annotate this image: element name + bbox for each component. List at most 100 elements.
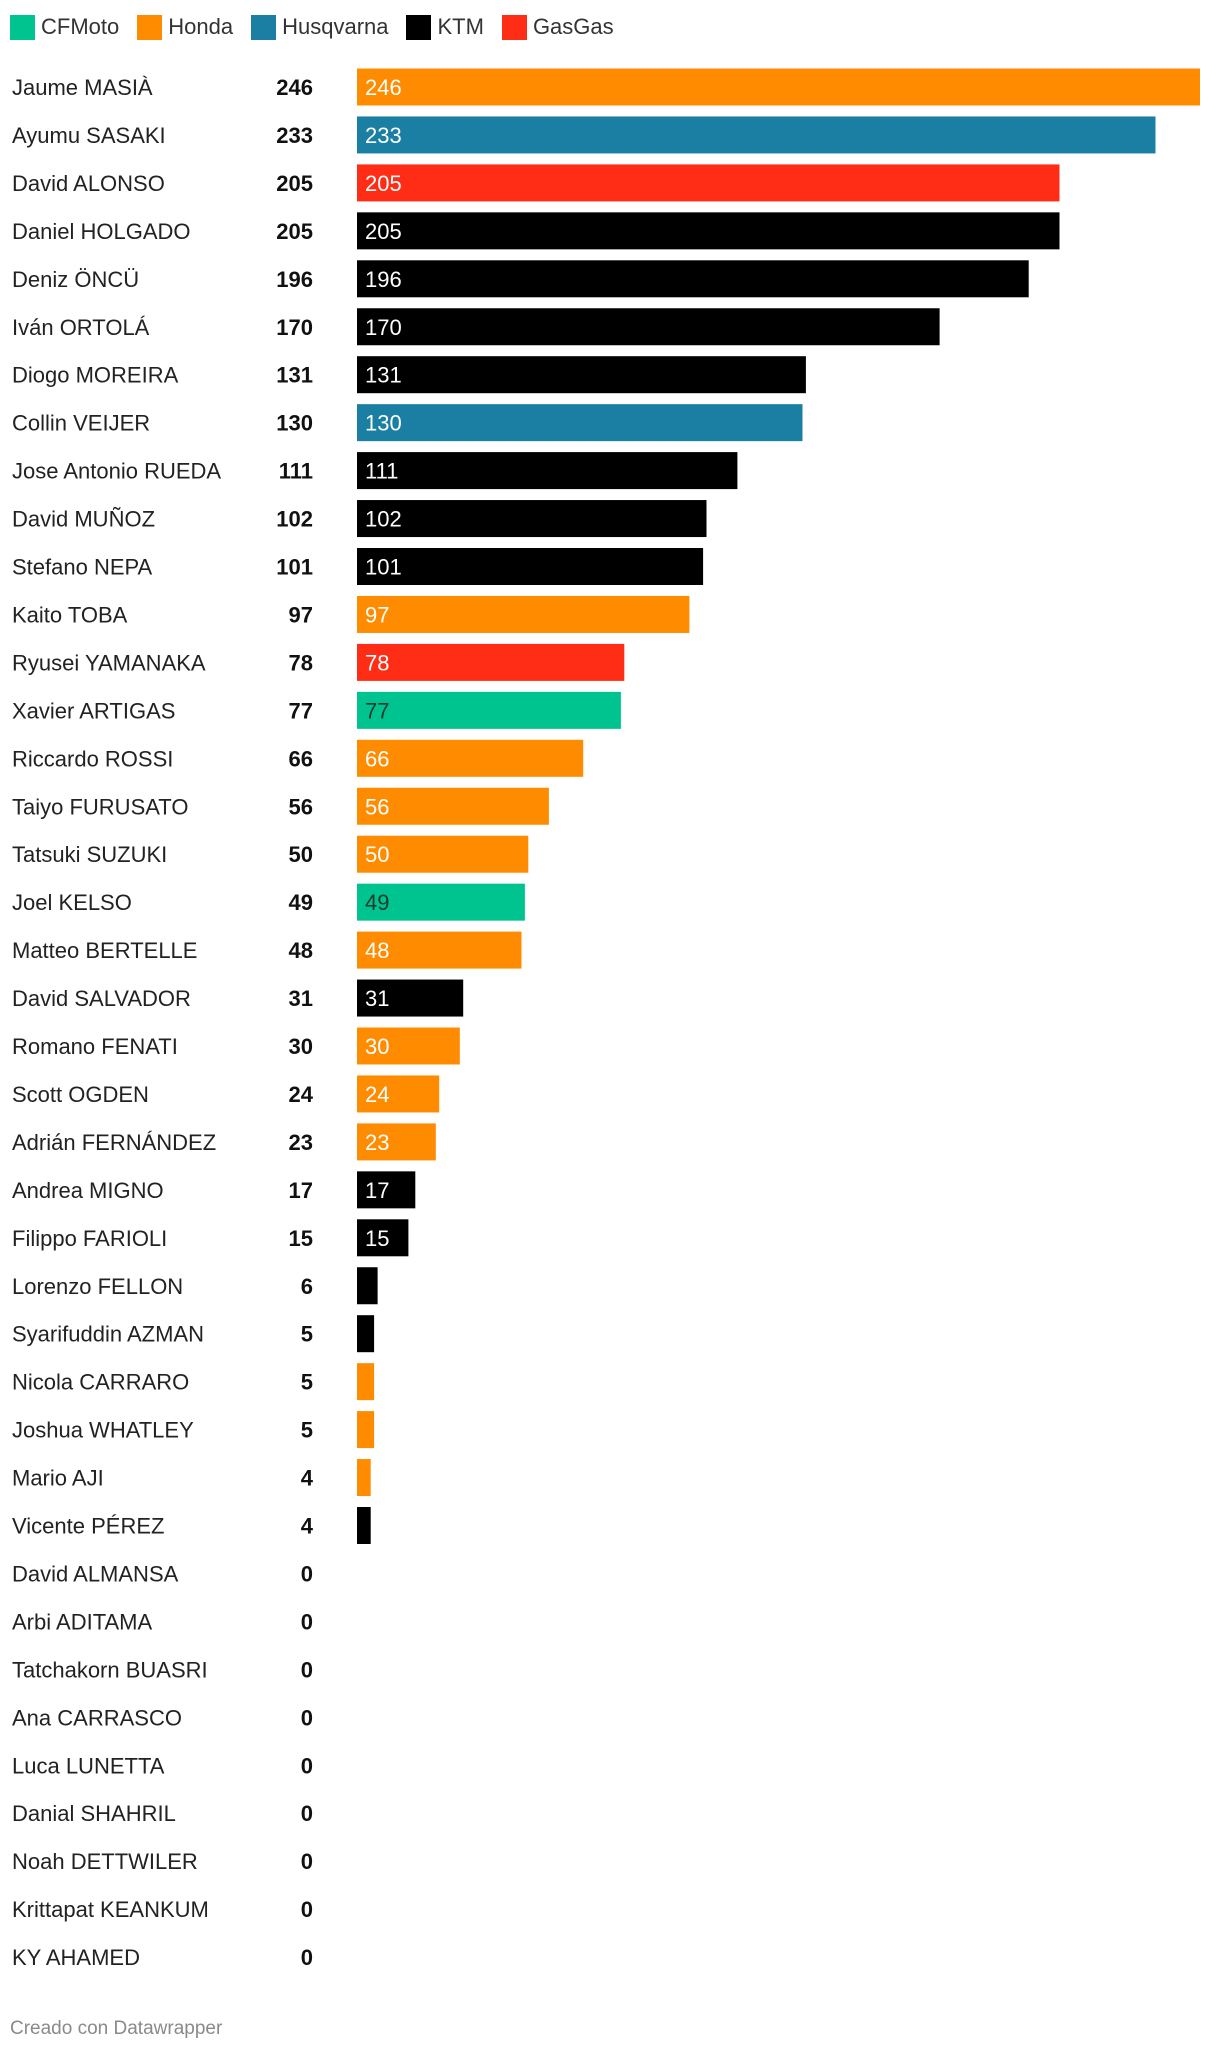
rider-name: Xavier ARTIGAS — [12, 698, 175, 723]
legend-item-cfmoto: CFMoto — [10, 14, 119, 40]
rider-name: Danial SHAHRIL — [12, 1801, 176, 1826]
bar-value-label: 24 — [365, 1082, 389, 1107]
rider-name: Joel KELSO — [12, 890, 132, 915]
bar-value-label: 233 — [365, 123, 402, 148]
legend-swatch — [501, 14, 527, 40]
rider-name: Iván ORTOLÁ — [12, 315, 150, 340]
rider-name: Jose Antonio RUEDA — [12, 459, 221, 484]
bar-value-label: 56 — [365, 794, 389, 819]
bar-ktm — [357, 308, 940, 346]
rider-points: 66 — [289, 746, 313, 771]
bar-husqvarna — [357, 404, 803, 442]
legend-item-ktm: KTM — [406, 14, 484, 40]
bar-honda — [357, 1123, 436, 1161]
rider-points: 130 — [276, 411, 313, 436]
bar-value-label: 101 — [365, 555, 402, 580]
rider-points: 30 — [289, 1034, 313, 1059]
bar-ktm — [357, 979, 464, 1017]
legend-label: Honda — [168, 14, 234, 39]
rider-name: Collin VEIJER — [12, 411, 150, 436]
bar-cfmoto — [357, 883, 525, 921]
rider-points: 50 — [289, 842, 313, 867]
legend-swatch — [251, 14, 277, 40]
rider-name: Scott OGDEN — [12, 1082, 149, 1107]
rider-points: 0 — [301, 1657, 313, 1682]
rider-name: Arbi ADITAMA — [12, 1609, 153, 1634]
rider-name: Ayumu SASAKI — [12, 123, 166, 148]
rider-points: 205 — [276, 171, 313, 196]
bar-value-label: 246 — [365, 75, 402, 100]
rider-name: Andrea MIGNO — [12, 1178, 164, 1203]
rider-points: 23 — [289, 1130, 313, 1155]
bar-honda — [357, 1459, 371, 1497]
bar-value-label: 66 — [365, 746, 389, 771]
rider-name: Matteo BERTELLE — [12, 938, 197, 963]
rider-name: Ana CARRASCO — [12, 1705, 182, 1730]
rider-name: Vicente PÉREZ — [12, 1514, 164, 1539]
legend-item-gasgas: GasGas — [501, 14, 614, 40]
bar-ktm — [357, 1171, 416, 1209]
bar-honda — [357, 1363, 375, 1401]
bar-ktm — [357, 548, 704, 585]
rider-name: David ALONSO — [12, 171, 165, 196]
rider-name: Tatsuki SUZUKI — [12, 842, 167, 867]
rider-points: 97 — [289, 602, 313, 627]
bar-value-label: 111 — [365, 459, 398, 484]
rider-points: 101 — [276, 555, 313, 580]
bar-honda — [357, 68, 1200, 106]
bar-ktm — [357, 1267, 378, 1305]
legend-label: Husqvarna — [282, 14, 389, 39]
rider-points: 205 — [276, 219, 313, 244]
rider-name: Diogo MOREIRA — [12, 363, 179, 388]
rider-name: Daniel HOLGADO — [12, 219, 191, 244]
rider-points: 0 — [301, 1945, 313, 1970]
bar-gasgas — [357, 643, 625, 681]
bar-value-label: 78 — [365, 650, 389, 675]
rider-points: 4 — [301, 1514, 314, 1539]
bar-value-label: 97 — [365, 602, 389, 627]
bar-value-label: 77 — [365, 698, 389, 723]
rider-points: 4 — [301, 1466, 314, 1491]
bar-honda — [357, 1075, 440, 1113]
rider-points: 196 — [276, 267, 313, 292]
bar-ktm — [357, 1219, 409, 1257]
bar-cfmoto — [357, 691, 621, 729]
rider-name: Tatchakorn BUASRI — [12, 1657, 208, 1682]
bar-value-label: 17 — [365, 1178, 389, 1203]
rider-name: Adrián FERNÁNDEZ — [12, 1130, 216, 1155]
rider-points: 78 — [289, 650, 313, 675]
rider-name: Nicola CARRARO — [12, 1370, 189, 1395]
rider-name: David ALMANSA — [12, 1561, 179, 1586]
bar-value-label: 205 — [365, 171, 402, 196]
rider-points: 17 — [289, 1178, 313, 1203]
bar-ktm — [357, 452, 738, 490]
bar-value-label: 15 — [365, 1226, 389, 1251]
rider-points: 24 — [289, 1082, 314, 1107]
rider-points: 0 — [301, 1801, 313, 1826]
legend-label: CFMoto — [41, 14, 120, 39]
rider-points: 77 — [289, 698, 313, 723]
rider-points: 15 — [289, 1226, 313, 1251]
rider-name: David MUÑOZ — [12, 507, 155, 532]
rider-points: 31 — [289, 986, 313, 1011]
rider-name: Mario AJI — [12, 1466, 104, 1491]
bar-gasgas — [357, 164, 1060, 202]
bar-value-label: 196 — [365, 267, 402, 292]
bar-value-label: 49 — [365, 890, 389, 915]
rider-points: 170 — [276, 315, 313, 340]
rider-name: Ryusei YAMANAKA — [12, 650, 206, 675]
rider-name: Kaito TOBA — [12, 602, 128, 627]
rider-points: 0 — [301, 1897, 313, 1922]
bar-honda — [357, 595, 690, 633]
rider-points: 246 — [276, 75, 313, 100]
bar-value-label: 50 — [365, 842, 389, 867]
rider-name: Luca LUNETTA — [12, 1753, 165, 1778]
bar-value-label: 102 — [365, 507, 402, 532]
rider-points: 5 — [301, 1322, 313, 1347]
bar-value-label: 130 — [365, 411, 402, 436]
rider-name: Joshua WHATLEY — [12, 1418, 194, 1443]
chart-legend: CFMoto Honda Husqvarna KTM GasGas — [10, 10, 632, 44]
rider-name: KY AHAMED — [12, 1945, 140, 1970]
rider-points: 49 — [289, 890, 313, 915]
